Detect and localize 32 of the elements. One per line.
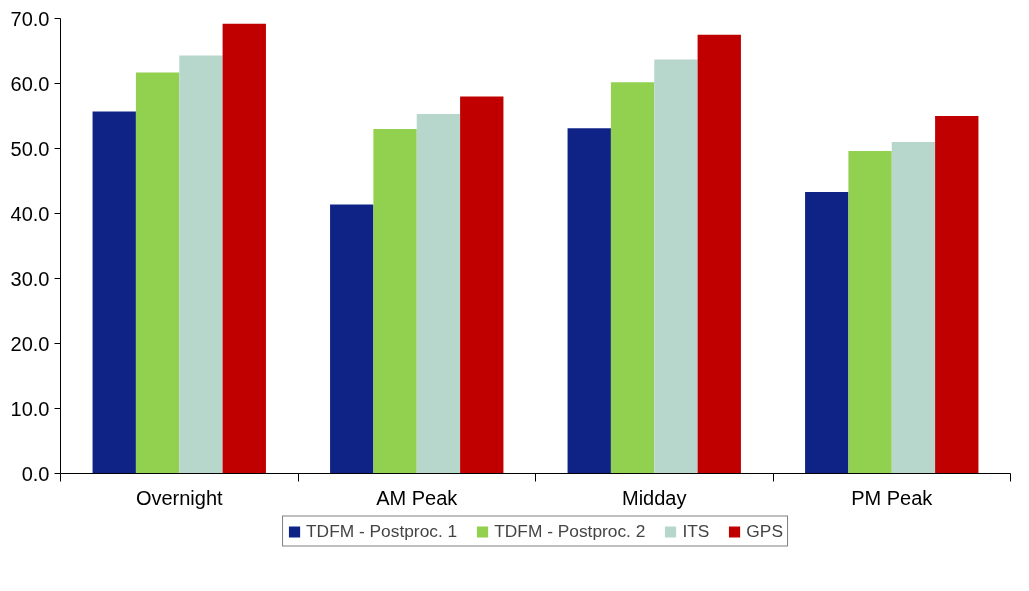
bar bbox=[330, 204, 374, 474]
bar bbox=[891, 142, 936, 474]
bar bbox=[373, 129, 417, 474]
y-tick-label: 50.0 bbox=[10, 137, 50, 160]
bar bbox=[567, 128, 611, 474]
bar bbox=[697, 34, 741, 474]
bar bbox=[654, 59, 698, 474]
bar bbox=[135, 72, 180, 474]
x-tick-label: Overnight bbox=[135, 486, 224, 509]
y-tick-label: 20.0 bbox=[10, 332, 50, 355]
x-tick-label: Midday bbox=[622, 486, 687, 509]
bar bbox=[805, 192, 849, 474]
y-tick-label: 10.0 bbox=[10, 397, 50, 420]
x-tick-label: PM Peak bbox=[851, 486, 934, 509]
bar bbox=[222, 23, 266, 474]
y-tick-label: 40.0 bbox=[10, 202, 50, 225]
bar bbox=[460, 96, 504, 474]
bar bbox=[848, 151, 892, 474]
x-tick-label: AM Peak bbox=[376, 486, 459, 509]
bar bbox=[416, 114, 461, 474]
y-tick-label: 0.0 bbox=[21, 462, 50, 485]
legend-label: TDFM - Postproc. 2 bbox=[494, 520, 646, 542]
y-tick-label: 70.0 bbox=[10, 7, 50, 30]
legend-label: GPS bbox=[746, 520, 783, 542]
legend-label: ITS bbox=[682, 520, 710, 542]
bar bbox=[610, 82, 655, 474]
bar bbox=[92, 111, 136, 474]
bar bbox=[179, 55, 223, 474]
y-tick-label: 60.0 bbox=[10, 72, 50, 95]
bar bbox=[935, 116, 979, 474]
y-tick-label: 30.0 bbox=[10, 267, 50, 290]
legend-label: TDFM - Postproc. 1 bbox=[306, 520, 458, 542]
